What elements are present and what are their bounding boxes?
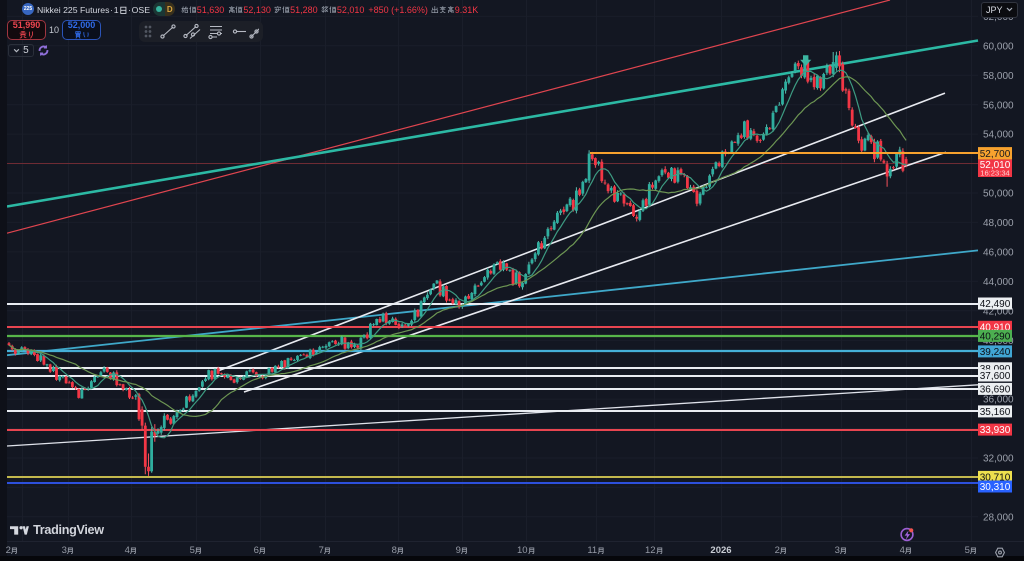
- svg-text:58,000: 58,000: [983, 71, 1014, 82]
- svg-text:28,000: 28,000: [983, 512, 1014, 523]
- svg-text:39,240: 39,240: [980, 347, 1011, 358]
- svg-text:30,710: 30,710: [980, 473, 1011, 484]
- svg-text:42,490: 42,490: [980, 299, 1011, 310]
- svg-text:50,000: 50,000: [983, 189, 1014, 200]
- svg-text:46,000: 46,000: [983, 248, 1014, 259]
- svg-text:30,310: 30,310: [980, 482, 1011, 493]
- svg-text:44,000: 44,000: [983, 277, 1014, 288]
- svg-text:38,090: 38,090: [980, 364, 1011, 375]
- svg-text:40,910: 40,910: [980, 322, 1011, 333]
- svg-text:36,000: 36,000: [983, 395, 1014, 406]
- svg-text:42,000: 42,000: [983, 306, 1014, 317]
- svg-text:16:23:34: 16:23:34: [980, 169, 1010, 178]
- svg-text:52,700: 52,700: [980, 149, 1011, 160]
- svg-text:33,930: 33,930: [980, 425, 1011, 436]
- svg-text:37,600: 37,600: [980, 371, 1011, 382]
- svg-text:52,010: 52,010: [980, 160, 1011, 171]
- svg-text:60,000: 60,000: [983, 41, 1014, 52]
- svg-text:56,000: 56,000: [983, 100, 1014, 111]
- svg-text:35,160: 35,160: [980, 407, 1011, 418]
- svg-text:32,000: 32,000: [983, 454, 1014, 465]
- svg-text:62,000: 62,000: [983, 12, 1014, 23]
- svg-text:40,290: 40,290: [980, 332, 1011, 343]
- svg-text:48,000: 48,000: [983, 218, 1014, 229]
- svg-text:36,690: 36,690: [980, 385, 1011, 396]
- svg-text:54,000: 54,000: [983, 130, 1014, 141]
